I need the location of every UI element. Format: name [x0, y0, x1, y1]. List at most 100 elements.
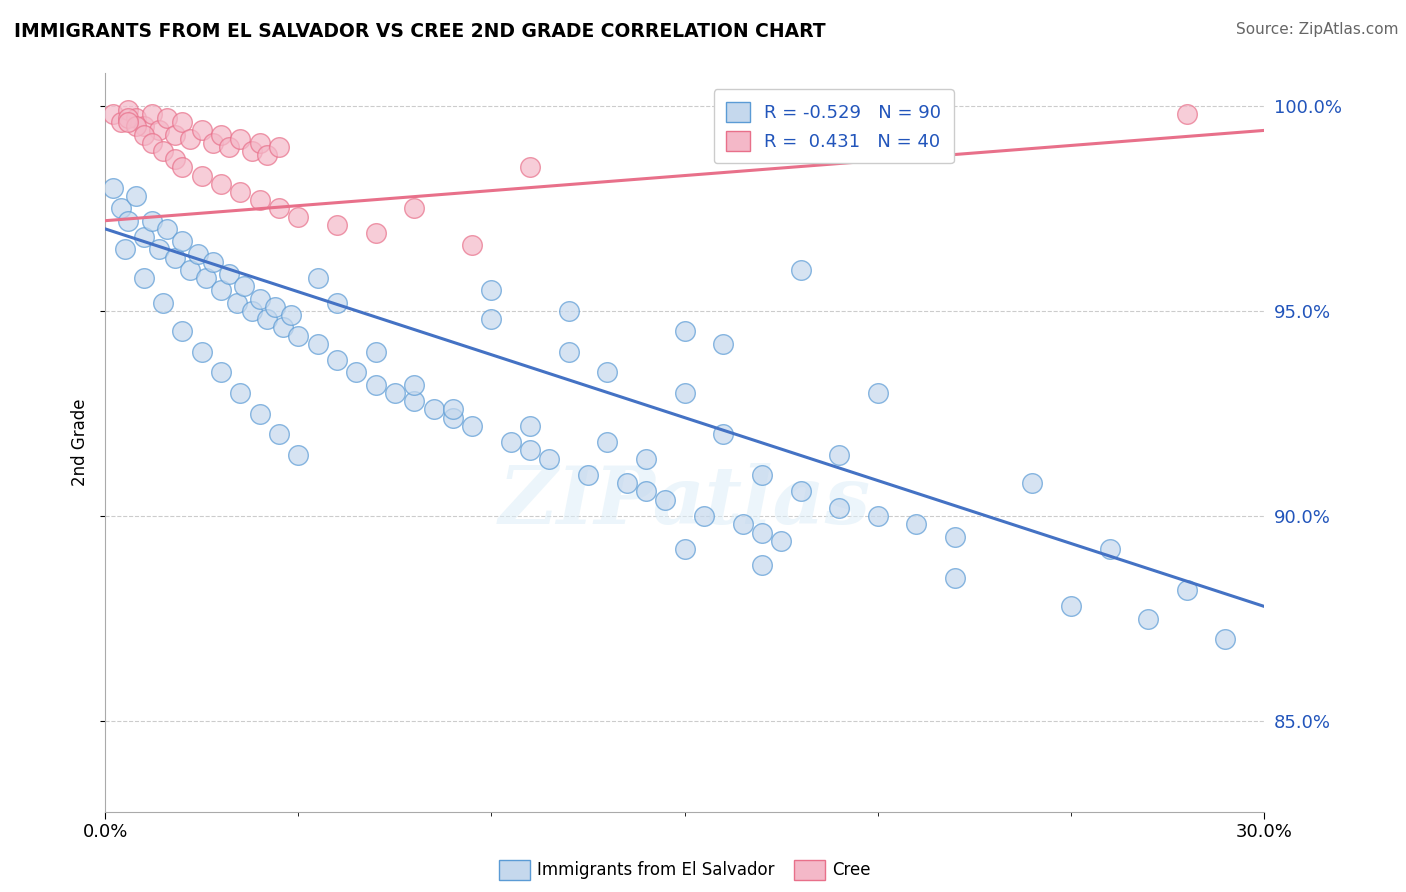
Point — [202, 254, 225, 268]
Point — [1098, 541, 1121, 556]
Point — [287, 448, 309, 462]
Point — [1060, 599, 1083, 614]
Point — [905, 517, 928, 532]
Point — [326, 295, 349, 310]
Point — [770, 533, 793, 548]
Point — [481, 312, 503, 326]
Point — [218, 140, 240, 154]
Point — [125, 111, 148, 125]
Point — [1021, 476, 1043, 491]
Point — [264, 300, 287, 314]
Point — [654, 492, 676, 507]
Point — [404, 202, 426, 216]
Point — [751, 468, 773, 483]
Point — [229, 131, 252, 145]
Point — [267, 202, 290, 216]
Point — [673, 541, 696, 556]
Point — [693, 509, 716, 524]
Point — [326, 353, 349, 368]
Point — [751, 558, 773, 573]
Point — [789, 263, 811, 277]
Point — [461, 418, 484, 433]
Point — [240, 144, 263, 158]
Point — [828, 448, 851, 462]
Point — [141, 107, 163, 121]
Legend: R = -0.529   N = 90, R =  0.431   N = 40: R = -0.529 N = 90, R = 0.431 N = 40 — [713, 89, 953, 163]
Point — [326, 218, 349, 232]
Point — [271, 320, 294, 334]
Text: ZIPatlas: ZIPatlas — [499, 463, 870, 540]
Point — [558, 304, 581, 318]
Text: Immigrants from El Salvador: Immigrants from El Salvador — [537, 861, 775, 879]
Point — [673, 325, 696, 339]
Point — [249, 193, 271, 207]
Point — [364, 345, 387, 359]
Point — [499, 435, 522, 450]
Point — [191, 345, 214, 359]
Point — [344, 366, 367, 380]
Point — [125, 120, 148, 134]
Point — [125, 189, 148, 203]
Point — [179, 263, 201, 277]
Point — [179, 131, 201, 145]
Point — [256, 148, 278, 162]
Point — [481, 284, 503, 298]
Point — [943, 530, 966, 544]
Point — [596, 435, 619, 450]
Point — [117, 213, 139, 227]
Point — [132, 271, 155, 285]
Point — [789, 484, 811, 499]
Point — [1137, 612, 1160, 626]
Point — [156, 111, 179, 125]
Point — [191, 123, 214, 137]
Point — [519, 443, 541, 458]
Point — [172, 325, 194, 339]
Point — [209, 366, 232, 380]
Point — [141, 136, 163, 150]
Point — [163, 128, 186, 142]
Point — [209, 284, 232, 298]
Point — [422, 402, 444, 417]
Point — [256, 312, 278, 326]
Point — [384, 386, 406, 401]
Point — [156, 222, 179, 236]
Point — [634, 451, 657, 466]
Point — [558, 345, 581, 359]
Point — [101, 107, 124, 121]
Point — [441, 410, 464, 425]
Point — [538, 451, 561, 466]
Point — [132, 128, 155, 142]
Point — [267, 427, 290, 442]
Point — [364, 226, 387, 240]
Point — [209, 177, 232, 191]
Point — [828, 500, 851, 515]
Point — [576, 468, 599, 483]
Point — [267, 140, 290, 154]
Point — [172, 234, 194, 248]
Point — [711, 427, 734, 442]
Point — [307, 336, 329, 351]
Point — [218, 267, 240, 281]
Point — [249, 292, 271, 306]
Point — [364, 377, 387, 392]
Point — [307, 271, 329, 285]
Point — [117, 103, 139, 117]
Point — [441, 402, 464, 417]
Point — [240, 304, 263, 318]
Point — [132, 120, 155, 134]
Point — [673, 386, 696, 401]
Point — [287, 210, 309, 224]
Point — [202, 136, 225, 150]
Y-axis label: 2nd Grade: 2nd Grade — [72, 399, 89, 486]
Point — [172, 161, 194, 175]
Point — [229, 386, 252, 401]
Point — [519, 161, 541, 175]
Point — [731, 517, 754, 532]
Point — [163, 152, 186, 166]
Point — [152, 144, 174, 158]
Point — [866, 386, 889, 401]
Text: Source: ZipAtlas.com: Source: ZipAtlas.com — [1236, 22, 1399, 37]
Point — [943, 571, 966, 585]
Point — [194, 271, 217, 285]
Point — [163, 251, 186, 265]
